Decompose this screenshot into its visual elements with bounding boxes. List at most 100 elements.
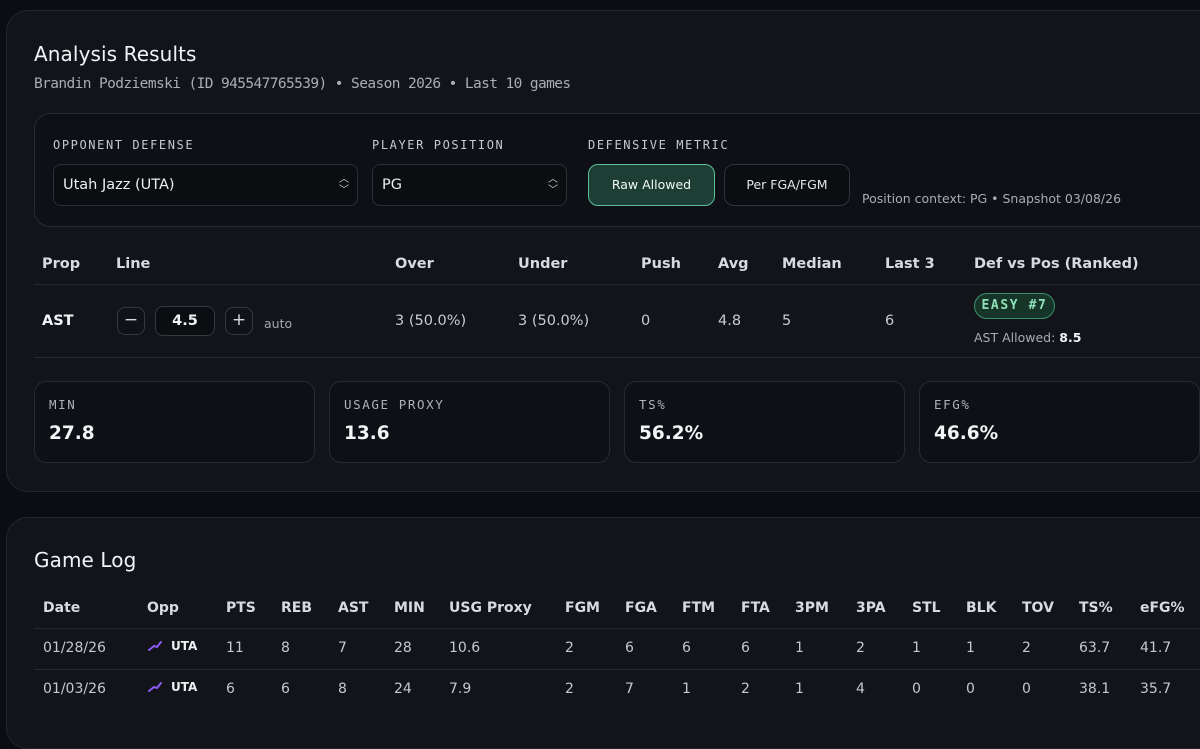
- col-usg: USG Proxy: [449, 600, 532, 616]
- player-position-label: PLAYER POSITION: [372, 138, 505, 152]
- cell-pts: 11: [226, 640, 244, 656]
- col-line: Line: [116, 256, 151, 272]
- col-ts: TS%: [1079, 600, 1113, 616]
- auto-label: auto: [264, 316, 293, 331]
- col-prop: Prop: [42, 256, 81, 272]
- cell-usg: 10.6: [449, 640, 481, 656]
- game-log-title: Game Log: [34, 548, 137, 572]
- cell-tov: 0: [1022, 681, 1031, 697]
- prop-name: AST: [42, 313, 74, 329]
- cell-fgm: 2: [565, 681, 574, 697]
- cell-3pm: 1: [795, 681, 804, 697]
- cell-efg: 35.7: [1140, 681, 1172, 697]
- raw-allowed-button[interactable]: Raw Allowed: [588, 164, 715, 206]
- col-avg: Avg: [718, 256, 749, 272]
- cell-ts: 38.1: [1079, 681, 1111, 697]
- cell-efg: 41.7: [1140, 640, 1172, 656]
- stat-label: USAGE PROXY: [344, 397, 445, 412]
- cell-fga: 7: [625, 681, 634, 697]
- under-value: 3 (50.0%): [518, 313, 590, 329]
- over-value: 3 (50.0%): [395, 313, 467, 329]
- col-pts: PTS: [226, 600, 256, 616]
- col-last3: Last 3: [885, 256, 935, 272]
- col-fga: FGA: [625, 600, 657, 616]
- col-opp: Opp: [147, 600, 179, 616]
- col-3pm: 3PM: [795, 600, 829, 616]
- stat-value: 46.6%: [934, 423, 999, 444]
- cell-reb: 8: [281, 640, 290, 656]
- stat-card-efg: EFG% 46.6%: [919, 381, 1200, 463]
- opponent-defense-label: OPPONENT DEFENSE: [53, 138, 195, 152]
- cell-ast: 8: [338, 681, 347, 697]
- controls-panel: OPPONENT DEFENSE Utah Jazz (UTA) ︿ ﹀ PLAY…: [34, 113, 1200, 227]
- cell-ftm: 1: [682, 681, 691, 697]
- line-increment-button[interactable]: +: [225, 307, 253, 335]
- cell-min: 24: [394, 681, 412, 697]
- opponent-defense-value: Utah Jazz (UTA): [63, 177, 175, 193]
- cell-3pm: 1: [795, 640, 804, 656]
- stat-value: 56.2%: [639, 423, 704, 444]
- cell-fta: 6: [741, 640, 750, 656]
- col-ast: AST: [338, 600, 369, 616]
- cell-usg: 7.9: [449, 681, 472, 697]
- line-input[interactable]: 4.5: [155, 306, 215, 336]
- ast-allowed-label: AST Allowed:: [974, 330, 1056, 345]
- defensive-metric-label: DEFENSIVE METRIC: [588, 138, 730, 152]
- avg-value: 4.8: [718, 313, 742, 329]
- analysis-results-card: Analysis Results Brandin Podziemski (ID …: [6, 10, 1200, 492]
- col-def-vs-pos: Def vs Pos (Ranked): [974, 256, 1139, 272]
- game-log-card: Game Log Date Opp PTS REB AST MIN USG Pr…: [6, 517, 1200, 749]
- cell-fga: 6: [625, 640, 634, 656]
- def-rank-badge: EASY #7: [974, 293, 1055, 319]
- row-divider: [34, 669, 1200, 670]
- player-position-select[interactable]: PG ︿ ﹀: [372, 164, 567, 206]
- col-date: Date: [43, 600, 81, 616]
- cell-3pa: 2: [856, 640, 865, 656]
- table-divider: [34, 628, 1200, 629]
- col-fta: FTA: [741, 600, 770, 616]
- cell-pts: 6: [226, 681, 235, 697]
- ast-allowed-value: 8.5: [1059, 330, 1082, 345]
- line-decrement-button[interactable]: −: [117, 307, 145, 335]
- select-chevron-icon: ︿ ﹀: [339, 174, 349, 196]
- stat-card-min: MIN 27.8: [34, 381, 315, 463]
- cell-3pa: 4: [856, 681, 865, 697]
- table-divider: [34, 284, 1200, 285]
- col-3pa: 3PA: [856, 600, 886, 616]
- col-blk: BLK: [966, 600, 997, 616]
- push-value: 0: [641, 313, 651, 329]
- opp-abbrev: UTA: [171, 680, 198, 694]
- page-title: Analysis Results: [34, 42, 197, 66]
- select-chevron-icon: ︿ ﹀: [548, 174, 558, 196]
- col-median: Median: [782, 256, 842, 272]
- cell-reb: 6: [281, 681, 290, 697]
- col-stl: STL: [912, 600, 941, 616]
- opponent-defense-select[interactable]: Utah Jazz (UTA) ︿ ﹀: [53, 164, 358, 206]
- col-tov: TOV: [1022, 600, 1054, 616]
- cell-stl: 1: [912, 640, 921, 656]
- median-value: 5: [782, 313, 792, 329]
- stat-card-ts: TS% 56.2%: [624, 381, 905, 463]
- cell-date: 01/03/26: [43, 681, 106, 697]
- per-fga-fgm-button[interactable]: Per FGA/FGM: [724, 164, 850, 206]
- stat-label: TS%: [639, 397, 667, 412]
- stat-label: MIN: [49, 397, 77, 412]
- col-push: Push: [641, 256, 681, 272]
- cell-opp: UTA: [147, 680, 197, 694]
- cell-date: 01/28/26: [43, 640, 106, 656]
- cell-fta: 2: [741, 681, 750, 697]
- col-fgm: FGM: [565, 600, 600, 616]
- col-reb: REB: [281, 600, 313, 616]
- col-under: Under: [518, 256, 568, 272]
- cell-fgm: 2: [565, 640, 574, 656]
- cell-stl: 0: [912, 681, 921, 697]
- col-ftm: FTM: [682, 600, 716, 616]
- cell-tov: 2: [1022, 640, 1031, 656]
- player-subtitle: Brandin Podziemski (ID 945547765539) • S…: [34, 76, 571, 92]
- stat-value: 13.6: [344, 423, 390, 444]
- col-over: Over: [395, 256, 434, 272]
- stat-card-usage: USAGE PROXY 13.6: [329, 381, 610, 463]
- stat-label: EFG%: [934, 397, 971, 412]
- player-position-value: PG: [382, 177, 402, 193]
- col-min: MIN: [394, 600, 425, 616]
